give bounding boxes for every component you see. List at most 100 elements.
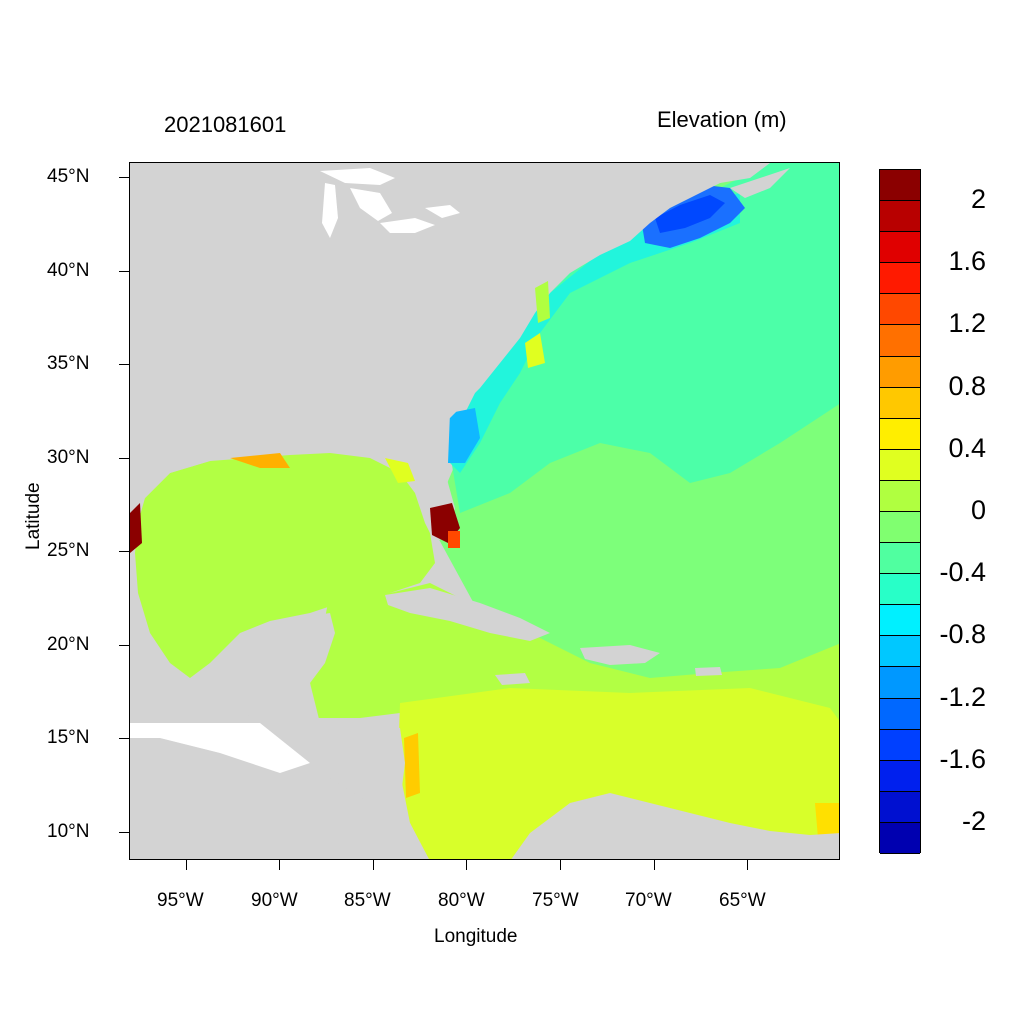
- colorbar-segment: [880, 636, 920, 668]
- variable-title: Elevation (m): [657, 107, 787, 132]
- x-tick-label: 80°W: [438, 890, 485, 911]
- north-america-land: [130, 163, 770, 543]
- louisiana-surge: [230, 453, 290, 468]
- y-tick-label: 25°N: [47, 540, 90, 561]
- x-tick-label: 70°W: [625, 890, 672, 911]
- colorbar-segment: [880, 512, 920, 544]
- colorbar-label: 0: [970, 495, 986, 525]
- colorbar: [879, 169, 921, 854]
- y-tick-label: 20°N: [47, 634, 90, 655]
- lake-superior: [320, 168, 395, 185]
- y-tick-mark: [119, 738, 129, 739]
- lake-huron: [350, 188, 392, 221]
- colorbar-segment: [880, 325, 920, 357]
- atlantic-teal: [450, 163, 839, 513]
- mexico-pacific: [130, 723, 310, 773]
- colorbar-segment: [880, 449, 920, 481]
- colorbar-segment: [880, 698, 920, 730]
- y-tick-label: 40°N: [47, 260, 90, 281]
- y-tick-mark: [119, 364, 129, 365]
- colorbar-segment: [880, 791, 920, 823]
- y-tick-mark: [119, 177, 129, 178]
- cuba-land: [385, 588, 550, 641]
- colorbar-label: -0.8: [939, 619, 986, 650]
- y-tick-label: 35°N: [47, 353, 90, 374]
- colorbar-segment: [880, 480, 920, 512]
- colorbar-segment: [880, 356, 920, 388]
- x-tick-mark: [466, 860, 467, 870]
- land: [130, 163, 839, 859]
- y-tick-mark: [119, 551, 129, 552]
- colorbar-segment: [880, 232, 920, 264]
- colorbar-segment: [880, 760, 920, 792]
- colorbar-segment: [880, 729, 920, 761]
- y-tick-mark: [119, 458, 129, 459]
- colorbar-segment: [880, 605, 920, 637]
- colorbar-segment: [880, 387, 920, 419]
- y-tick-label: 30°N: [47, 447, 90, 468]
- colorbar-segment: [880, 574, 920, 606]
- colorbar-label: 1.6: [948, 246, 986, 277]
- yucatan-land: [230, 613, 335, 723]
- nova-scotia-land: [730, 168, 790, 198]
- gulf-of-mexico: [135, 451, 435, 678]
- y-tick-mark: [119, 832, 129, 833]
- y-tick-label: 15°N: [47, 727, 90, 748]
- colorbar-segment: [880, 170, 920, 202]
- x-tick-mark: [560, 860, 561, 870]
- lake-erie: [380, 218, 435, 233]
- south-america-land: [511, 793, 839, 859]
- x-tick-label: 95°W: [157, 890, 204, 911]
- y-tick-mark: [119, 645, 129, 646]
- y-tick-mark: [119, 271, 129, 272]
- colorbar-segment: [880, 543, 920, 575]
- x-tick-label: 85°W: [344, 890, 391, 911]
- x-tick-mark: [279, 860, 280, 870]
- y-tick-label: 10°N: [47, 821, 90, 842]
- colorbar-segment: [880, 822, 920, 854]
- x-tick-label: 75°W: [532, 890, 579, 911]
- cape-hatteras-surge: [525, 333, 545, 368]
- big-bend-surge: [385, 458, 415, 483]
- florida-tip-surge: [448, 531, 460, 548]
- caribbean-south: [398, 688, 839, 859]
- colorbar-label: -1.2: [939, 681, 986, 712]
- elevation-map: [130, 163, 839, 859]
- colorbar-segment: [880, 667, 920, 699]
- colorbar-label: 0.4: [948, 432, 986, 463]
- hispaniola-land: [580, 645, 660, 665]
- date-title: 2021081601: [164, 112, 287, 137]
- x-tick-mark: [186, 860, 187, 870]
- x-tick-label: 90°W: [251, 890, 298, 911]
- x-tick-mark: [747, 860, 748, 870]
- surge-markers: [130, 281, 550, 553]
- lake-michigan: [322, 183, 338, 238]
- x-tick-mark: [373, 860, 374, 870]
- y-tick-label: 45°N: [47, 166, 90, 187]
- lake-ontario: [425, 205, 460, 218]
- lakes: [130, 168, 460, 773]
- nicaragua-coast-high: [404, 733, 420, 798]
- y-axis-label: Latitude: [23, 482, 44, 550]
- central-america-land: [300, 718, 405, 823]
- colorbar-segment: [880, 201, 920, 233]
- colorbar-label: 0.8: [948, 370, 986, 401]
- texas-surge: [130, 503, 142, 553]
- puerto-rico-land: [695, 667, 722, 676]
- colorbar-segment: [880, 294, 920, 326]
- colorbar-label: -0.4: [939, 557, 986, 588]
- gulf-of-maine-deep: [655, 195, 725, 233]
- colorbar-label: 2: [970, 184, 986, 215]
- colorbar-label: 1.2: [948, 308, 986, 339]
- colorbar-label: -2: [961, 805, 986, 836]
- x-axis-label: Longitude: [434, 926, 518, 947]
- chesapeake-surge: [535, 281, 550, 323]
- map-panel: [129, 162, 840, 860]
- colorbar-segment: [880, 263, 920, 295]
- x-tick-mark: [654, 860, 655, 870]
- colorbar-label: -1.6: [939, 743, 986, 774]
- jamaica-land: [495, 673, 530, 685]
- x-tick-label: 65°W: [719, 890, 766, 911]
- colorbar-segment: [880, 418, 920, 450]
- georgia-bight-low: [448, 408, 480, 463]
